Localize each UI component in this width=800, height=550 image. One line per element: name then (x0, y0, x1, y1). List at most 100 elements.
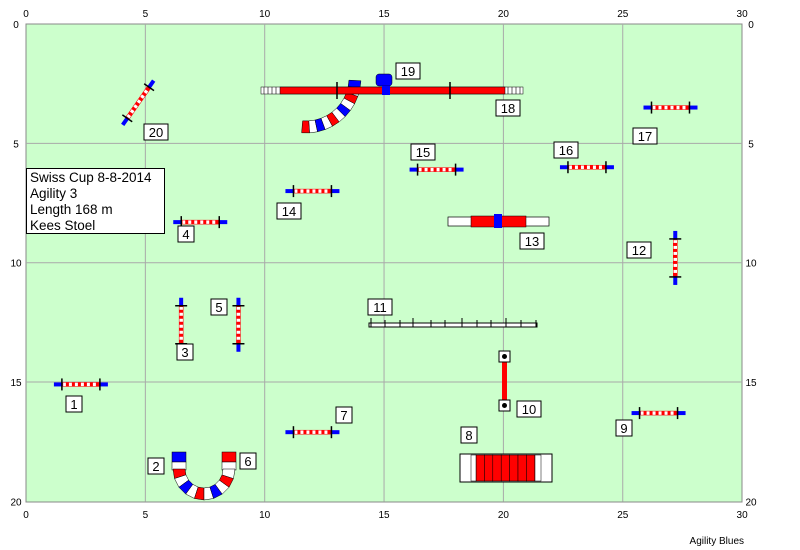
number-box-frame (632, 127, 658, 145)
jump-bar-stripe (65, 382, 69, 387)
jump-3 (175, 297, 188, 352)
jump-bar-stripe (673, 260, 678, 264)
obstacle-number-12: 12 (626, 241, 652, 259)
event-title: Swiss Cup 8-8-2014 (30, 170, 152, 185)
tire-bar (502, 358, 507, 406)
number-box-frame (460, 426, 478, 444)
number-box-frame (395, 62, 421, 80)
tunnel-segment (484, 454, 494, 482)
jump-bar-stripe (315, 189, 319, 194)
axis-tick-y-left: 20 (10, 497, 22, 508)
jump-bar-stripe (77, 382, 81, 387)
jump-bar-stripe (236, 309, 241, 313)
jump-bar-stripe (673, 254, 678, 258)
axis-tick-y-right: 15 (745, 378, 757, 389)
jump-bar-stripe (315, 430, 319, 435)
jump-bar-stripe (134, 101, 140, 107)
tunnel-segment (221, 468, 236, 479)
tunnel-segment (526, 454, 536, 482)
number-box-frame (276, 202, 302, 220)
axis-tick-x-top: 30 (737, 9, 749, 20)
obstacle-number-6: 6 (239, 452, 257, 470)
dogwalk-11 (368, 318, 538, 328)
axis-tick-x-bottom: 10 (259, 510, 271, 521)
jump-9 (631, 407, 686, 420)
number-box-text: 2 (152, 459, 159, 474)
jump-17 (643, 101, 698, 114)
jump-bar-stripe (661, 105, 665, 110)
obstacle-number-19: 19 (395, 62, 421, 80)
axis-tick-y-right: 5 (748, 139, 754, 150)
obstacle-number-13: 13 (519, 232, 545, 250)
tunnel-segment (301, 120, 310, 134)
number-box-text: 14 (282, 204, 296, 219)
jump-bar-stripe (667, 411, 671, 416)
seesaw-board-center (279, 86, 506, 95)
jump-bar-stripe (655, 411, 659, 416)
jump-bar-stripe (297, 189, 301, 194)
jump-bar-stripe (309, 189, 313, 194)
jump-bar-stripe (191, 220, 195, 225)
tunnel-segment (475, 454, 485, 482)
obstacle-number-1: 1 (65, 395, 83, 413)
obstacle-number-18: 18 (495, 99, 521, 117)
number-box-text: 17 (638, 129, 652, 144)
tunnel-segment (171, 451, 187, 463)
jump-bar-stripe (83, 382, 87, 387)
jump-14 (285, 185, 340, 198)
tunnel-segment (517, 454, 527, 482)
jump-bar-stripe (197, 220, 201, 225)
obstacle-number-15: 15 (410, 143, 436, 161)
jump-bar-stripe (655, 105, 659, 110)
obstacle-number-5: 5 (210, 298, 228, 316)
axis-tick-x-bottom: 15 (378, 510, 390, 521)
obstacle-number-7: 7 (335, 406, 353, 424)
number-box-frame (176, 343, 194, 361)
jump-1 (53, 378, 108, 391)
obstacle-layer (53, 73, 698, 501)
tunnel-19 (375, 73, 393, 87)
jump-bar-stripe (327, 189, 331, 194)
jump-bar-stripe (673, 248, 678, 252)
number-box-frame (626, 241, 652, 259)
course-length: Length 168 m (30, 202, 113, 217)
jump-bar-stripe (141, 91, 147, 97)
obstacle-13-marker (494, 214, 502, 228)
number-box-text: 18 (501, 101, 515, 116)
axis-tick-y-left: 15 (10, 378, 22, 389)
axis-tick-x-top: 5 (143, 9, 149, 20)
axis-tick-x-bottom: 5 (143, 510, 149, 521)
jump-bar-stripe (127, 111, 133, 117)
jump-bar-stripe (309, 430, 313, 435)
jump-bar-stripe (203, 220, 207, 225)
tunnel-segment (500, 454, 510, 482)
axis-tick-x-bottom: 20 (498, 510, 510, 521)
axis-tick-x-bottom: 25 (617, 510, 629, 521)
number-box-frame (210, 298, 228, 316)
obstacle-number-14: 14 (276, 202, 302, 220)
jump-bar-stripe (95, 382, 99, 387)
jump-bar-stripe (321, 189, 325, 194)
tunnel-8 (459, 453, 553, 483)
jump-bar-stripe (583, 165, 587, 170)
jump-bar-stripe (215, 220, 219, 225)
tire-10 (498, 350, 511, 412)
jump-bar-stripe (661, 411, 665, 416)
axis-tick-x-top: 15 (378, 9, 390, 20)
jump-bar-stripe (673, 272, 678, 276)
class-label: Agility 3 (30, 186, 78, 201)
jump-15 (409, 163, 464, 176)
axis-tick-x-top: 0 (23, 9, 29, 20)
jump-bar-stripe (236, 339, 241, 343)
jump-bar-stripe (236, 315, 241, 319)
number-box-frame (367, 298, 393, 316)
axis-tick-y-left: 5 (13, 139, 19, 150)
obstacle-number-20: 20 (143, 123, 169, 141)
tunnel-2-6-curve (172, 468, 236, 501)
jump-bar-stripe (209, 220, 213, 225)
obstacle-number-11: 11 (367, 298, 393, 316)
jump-bar-stripe (321, 430, 325, 435)
